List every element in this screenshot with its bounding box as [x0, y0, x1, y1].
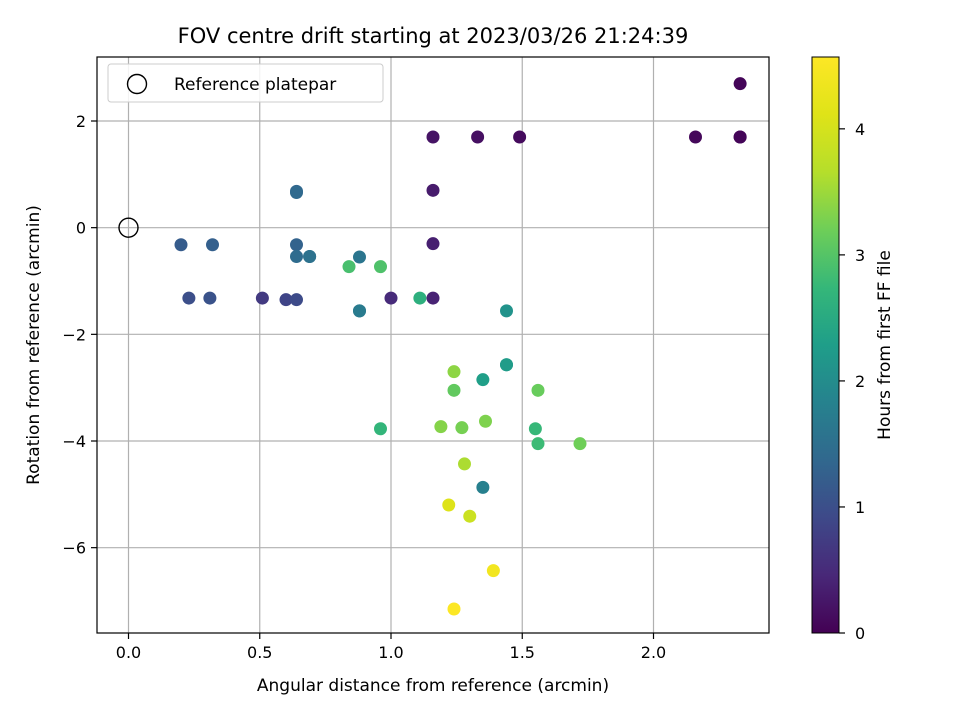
data-point: [434, 420, 448, 434]
data-point: [479, 414, 492, 428]
data-point: [528, 422, 542, 436]
x-tick-label: 1.5: [510, 643, 535, 662]
data-point: [374, 422, 387, 436]
data-point: [476, 373, 490, 387]
data-point: [255, 291, 269, 305]
data-point: [455, 421, 469, 435]
data-point: [486, 564, 500, 578]
x-tick-label: 2.0: [641, 643, 666, 662]
data-point: [290, 238, 303, 252]
colorbar-tick-label: 2: [855, 372, 865, 391]
data-point: [342, 260, 356, 274]
data-point: [500, 358, 513, 372]
y-tick-label: −4: [62, 432, 86, 451]
data-point: [733, 77, 747, 91]
data-point: [353, 304, 366, 318]
legend-label-reference: Reference platepar: [174, 75, 336, 95]
data-point: [426, 130, 440, 144]
x-tick-label: 0.0: [116, 643, 141, 662]
data-point: [447, 365, 461, 379]
colorbar-gradient: [811, 56, 840, 634]
data-point: [513, 130, 527, 144]
data-point: [531, 383, 545, 397]
colorbar-tick-label: 3: [855, 246, 865, 265]
colorbar-label: Hours from first FF file: [875, 250, 895, 440]
reference-point-marker: [118, 217, 139, 238]
y-axis-ticks: −6 −4 −2 0 2: [62, 112, 97, 558]
data-point: [500, 304, 513, 318]
data-point: [303, 249, 317, 263]
data-point: [290, 249, 303, 263]
data-point: [353, 250, 366, 264]
data-point: [426, 291, 440, 305]
colorbar-tick-label: 1: [855, 498, 865, 517]
x-tick-label: 0.5: [247, 643, 272, 662]
data-point: [206, 238, 219, 252]
data-point: [290, 293, 303, 307]
data-point: [447, 383, 461, 397]
data-point: [531, 437, 545, 451]
y-tick-label: −2: [62, 325, 86, 344]
legend: Reference platepar: [107, 63, 384, 103]
data-point: [174, 238, 188, 252]
data-point: [182, 291, 196, 305]
data-point: [426, 237, 440, 251]
x-axis-ticks: 0.0 0.5 1.0 1.5 2.0: [116, 633, 666, 662]
legend-box: [107, 63, 384, 103]
data-point: [426, 183, 440, 197]
scatter-points: [118, 77, 747, 616]
data-point: [384, 291, 398, 305]
colorbar-tick-label: 4: [855, 120, 865, 139]
data-point: [203, 291, 217, 305]
grid: [97, 57, 769, 633]
data-point: [279, 293, 293, 307]
y-tick-label: 0: [76, 219, 86, 238]
data-point: [413, 291, 427, 305]
legend-marker-reference: [126, 73, 148, 95]
data-point: [733, 130, 747, 144]
x-tick-label: 1.0: [378, 643, 403, 662]
chart-title: FOV centre drift starting at 2023/03/26 …: [178, 24, 689, 48]
colorbar-ticks: 0 1 2 3 4: [839, 120, 865, 643]
y-axis-label: Rotation from reference (arcmin): [24, 205, 44, 485]
y-tick-label: −6: [62, 539, 86, 558]
data-point: [458, 457, 471, 471]
data-point: [689, 130, 702, 144]
colorbar: 0 1 2 3 4 Hours from first FF file: [811, 56, 895, 643]
x-axis-label: Angular distance from reference (arcmin): [257, 676, 609, 696]
data-point: [447, 602, 461, 616]
y-tick-label: 2: [76, 112, 86, 131]
data-point: [374, 260, 387, 274]
data-point: [471, 130, 485, 144]
data-point: [290, 185, 303, 199]
data-point: [573, 437, 587, 451]
plot-frame: [96, 56, 770, 634]
data-point: [463, 509, 477, 523]
colorbar-tick-label: 0: [855, 624, 865, 643]
data-point: [442, 498, 456, 512]
data-point: [476, 480, 490, 494]
